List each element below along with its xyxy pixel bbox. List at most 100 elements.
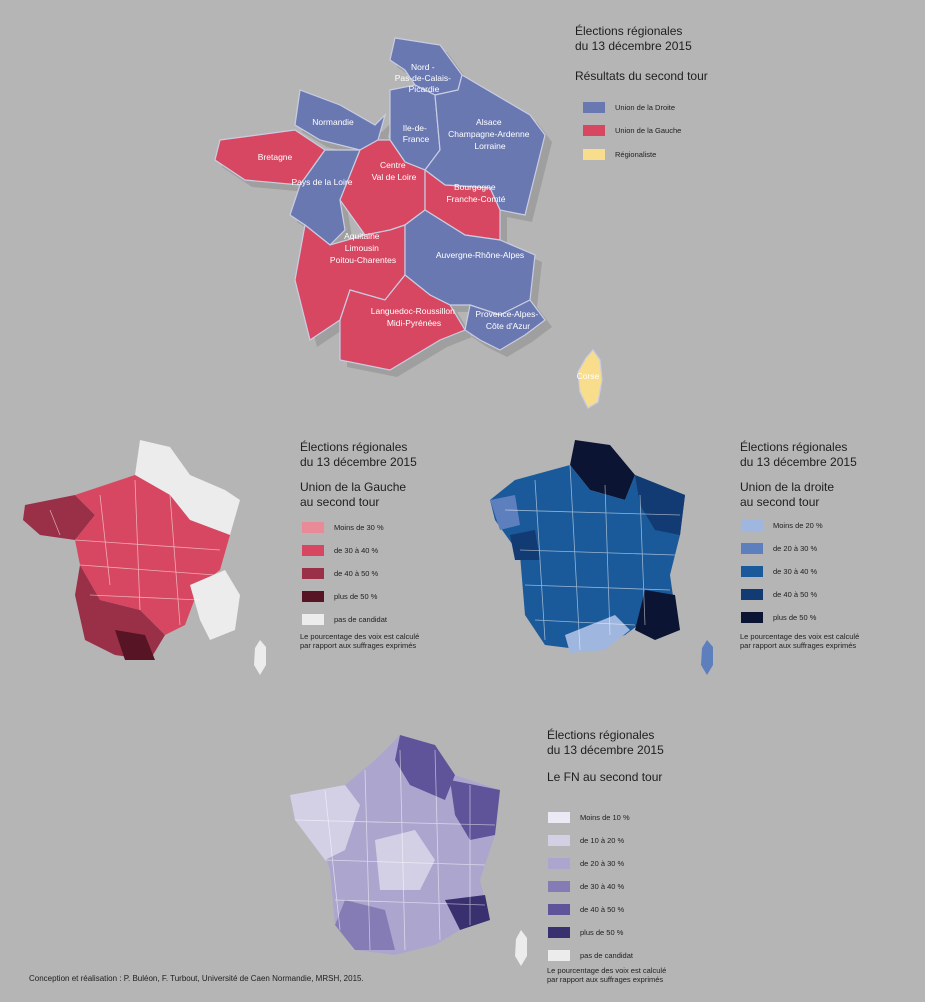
right-region-west-dark	[510, 530, 540, 560]
legend-label: plus de 50 %	[580, 928, 624, 937]
bottom-region-west-light	[290, 785, 360, 860]
bottom-note: Le pourcentage des voix est calculé par …	[547, 966, 666, 984]
left-dept-boundaries	[49, 479, 221, 626]
region-pdl	[289, 149, 361, 246]
bottom-region-corse	[515, 930, 527, 966]
legend-swatch	[741, 520, 763, 531]
label-bretagne: Bretagne	[258, 152, 293, 162]
label-normandie: Normandie	[312, 117, 354, 127]
left-note-line2: par rapport aux suffrages exprimés	[300, 641, 417, 650]
legend-swatch	[302, 545, 324, 556]
legend-swatch	[548, 835, 570, 846]
right-region-north	[570, 440, 635, 500]
legend-label: de 20 à 30 %	[580, 859, 625, 868]
legend-label: de 30 à 40 %	[773, 567, 818, 576]
top-title-line1: Élections régionales	[575, 24, 683, 38]
left-note-line1: Le pourcentage des voix est calculé	[300, 632, 420, 641]
label-hdf: Nord - Pas-de-Calais- Picardie	[395, 62, 454, 94]
right-title-line2: du 13 décembre 2015	[740, 455, 857, 469]
legend-label: Moins de 10 %	[580, 813, 630, 822]
legend-swatch	[583, 149, 605, 160]
legend-swatch	[583, 102, 605, 113]
legend-swatch	[302, 591, 324, 602]
legend-label: de 10 à 20 %	[580, 836, 625, 845]
right-note-line1: Le pourcentage des voix est calculé	[740, 632, 860, 641]
bottom-title: Élections régionales du 13 décembre 2015	[547, 728, 664, 758]
legend-swatch	[548, 858, 570, 869]
left-title-line2: du 13 décembre 2015	[300, 455, 417, 469]
bottom-title-line1: Élections régionales	[547, 728, 655, 742]
right-region-south-light	[565, 615, 630, 653]
left-region-corse	[254, 640, 266, 675]
legend-label: de 40 à 50 %	[580, 905, 625, 914]
left-region-north	[135, 440, 240, 535]
region-labels: Nord - Pas-de-Calais- Picardie Normandie…	[258, 62, 600, 381]
right-subtitle-line2: au second tour	[740, 495, 820, 509]
legend-label: plus de 50 %	[773, 613, 817, 622]
right-region-southeast	[635, 590, 680, 640]
label-cvl: Centre Val de Loire	[372, 160, 417, 182]
legend-swatch	[548, 950, 570, 961]
bottom-region-north-dark	[395, 735, 455, 800]
legend-label: Moins de 20 %	[773, 521, 823, 530]
top-subtitle: Résultats du second tour	[575, 69, 708, 83]
credit-line: Conception et réalisation : P. Buléon, F…	[29, 974, 364, 983]
bottom-region-southwest	[335, 900, 395, 950]
right-region-corse	[701, 640, 713, 675]
left-title-line1: Élections régionales	[300, 440, 408, 454]
legend-label: de 40 à 50 %	[773, 590, 818, 599]
bottom-dept-boundaries	[294, 749, 496, 951]
label-grandest: Alsace Champagne-Ardenne Lorraine	[448, 117, 532, 151]
left-subtitle-line2: au second tour	[300, 495, 380, 509]
legend-swatch	[741, 543, 763, 554]
bottom-subtitle: Le FN au second tour	[547, 770, 663, 784]
legend-label: pas de candidat	[334, 615, 387, 624]
legend-swatch	[548, 881, 570, 892]
right-subtitle: Union de la droite au second tour	[740, 480, 834, 510]
left-region-west	[75, 475, 230, 635]
label-ara: Auvergne-Rhône-Alpes	[436, 250, 524, 260]
bottom-note-line2: par rapport aux suffrages exprimés	[547, 975, 664, 984]
legend-label: Union de la Gauche	[615, 126, 682, 135]
bottom-title-line2: du 13 décembre 2015	[547, 743, 664, 757]
right-title: Élections régionales du 13 décembre 2015	[740, 440, 857, 470]
left-region-south-dark	[115, 630, 155, 660]
legend-label: de 20 à 30 %	[773, 544, 818, 553]
label-idf: Ile-de- France	[403, 123, 430, 144]
top-title-line2: du 13 décembre 2015	[575, 39, 692, 53]
region-corse	[577, 349, 603, 409]
right-region-bretagne-light	[490, 495, 520, 530]
top-title: Élections régionales du 13 décembre 2015	[575, 24, 692, 54]
region-paca	[464, 299, 546, 351]
legend-swatch	[548, 904, 570, 915]
legend-swatch	[741, 566, 763, 577]
left-title: Élections régionales du 13 décembre 2015	[300, 440, 417, 470]
legend-swatch	[583, 125, 605, 136]
right-title-line1: Élections régionales	[740, 440, 848, 454]
right-dept-boundaries	[504, 464, 681, 651]
label-paca: Provence-Alpes- Côte d'Azur	[475, 309, 540, 331]
left-gauche-map	[23, 440, 266, 675]
legend-label: de 30 à 40 %	[334, 546, 379, 555]
label-lrmp: Languedoc-Roussillon Midi-Pyrénées	[371, 306, 458, 328]
legend-label: de 30 à 40 %	[580, 882, 625, 891]
legend-swatch	[548, 812, 570, 823]
legend-swatch	[548, 927, 570, 938]
label-bfc: Bourgogne Franche-Comté	[446, 182, 505, 204]
top-results-map: Nord - Pas-de-Calais- Picardie Normandie…	[214, 37, 603, 409]
right-note-line2: par rapport aux suffrages exprimés	[740, 641, 857, 650]
left-note: Le pourcentage des voix est calculé par …	[300, 632, 419, 650]
bottom-region-center-light	[375, 830, 435, 890]
left-subtitle: Union de la Gauche au second tour	[300, 480, 406, 510]
bottom-fn-map	[290, 735, 527, 966]
left-region-bretagne	[23, 495, 95, 540]
right-droite-map	[490, 440, 713, 675]
bottom-note-line1: Le pourcentage des voix est calculé	[547, 966, 667, 975]
label-alpc: Aquitaine Limousin Poitou-Charentes	[330, 231, 396, 265]
legend-label: Moins de 30 %	[334, 523, 384, 532]
regions-layer	[214, 37, 603, 409]
legend-swatch	[302, 614, 324, 625]
legend-label: plus de 50 %	[334, 592, 378, 601]
region-lrmp	[339, 274, 466, 371]
right-note: Le pourcentage des voix est calculé par …	[740, 632, 859, 650]
